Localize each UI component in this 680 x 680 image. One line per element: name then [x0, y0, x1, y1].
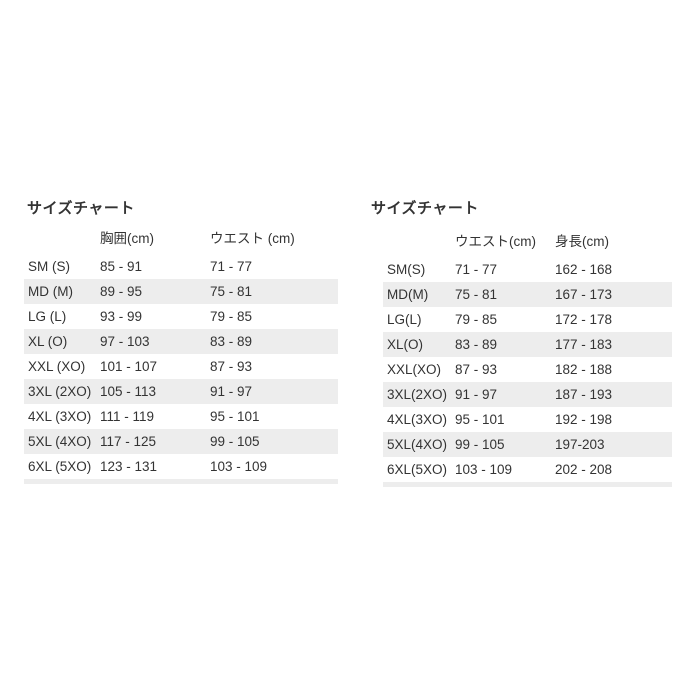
value-cell: 71 - 77 [210, 259, 253, 274]
value-cell: 187 - 193 [555, 387, 613, 402]
size-label-cell: 4XL (3XO) [28, 409, 92, 424]
table-row: 6XL (5XO) 123 - 131 103 - 109 [24, 454, 338, 479]
table-row: 3XL (2XO) 105 - 113 91 - 97 [24, 379, 338, 404]
value-cell: 192 - 198 [555, 412, 613, 427]
size-label-cell: 5XL(4XO) [387, 437, 448, 452]
size-chart-title: サイズチャート [371, 200, 479, 217]
value-cell: 91 - 97 [210, 384, 253, 399]
table-row: XXL(XO) 87 - 93 182 - 188 [383, 357, 672, 382]
table-header-row: 胸囲(cm) ウエスト (cm) [24, 227, 338, 254]
value-cell: 103 - 109 [455, 462, 513, 477]
value-cell: 162 - 168 [555, 262, 613, 277]
size-label-cell: LG(L) [387, 312, 422, 327]
value-cell: 75 - 81 [455, 287, 498, 302]
table-row: 5XL (4XO) 117 - 125 99 - 105 [24, 429, 338, 454]
value-cell: 177 - 183 [555, 337, 613, 352]
table-row: 4XL (3XO) 111 - 119 95 - 101 [24, 404, 338, 429]
size-label-cell: XXL (XO) [28, 359, 86, 374]
value-cell: 87 - 93 [455, 362, 498, 377]
table-row: XL (O) 97 - 103 83 - 89 [24, 329, 338, 354]
value-cell: 71 - 77 [455, 262, 498, 277]
size-label-cell: SM (S) [28, 259, 70, 274]
value-cell: 83 - 89 [455, 337, 498, 352]
header-height-column: 身長(cm) [555, 234, 609, 249]
header-chest-column: 胸囲(cm) [100, 231, 154, 246]
size-label-cell: MD (M) [28, 284, 73, 299]
value-cell: 79 - 85 [210, 309, 253, 324]
size-label-cell: 6XL(5XO) [387, 462, 448, 477]
size-table-waist-height: ウエスト(cm) 身長(cm) SM(S) 71 - 77 162 - 168 MD(… [383, 230, 672, 482]
value-cell: 99 - 105 [210, 434, 260, 449]
value-cell: 93 - 99 [100, 309, 143, 324]
header-size-column [383, 230, 455, 257]
table-row: SM(S) 71 - 77 162 - 168 [383, 257, 672, 282]
table-row: XL(O) 83 - 89 177 - 183 [383, 332, 672, 357]
table-row: 6XL(5XO) 103 - 109 202 - 208 [383, 457, 672, 482]
table-bottom-rule [24, 479, 338, 484]
value-cell: 117 - 125 [100, 434, 157, 449]
size-label-cell: 4XL(3XO) [387, 412, 448, 427]
table-row: XXL (XO) 101 - 107 87 - 93 [24, 354, 338, 379]
value-cell: 95 - 101 [455, 412, 505, 427]
size-label-cell: 6XL (5XO) [28, 459, 92, 474]
value-cell: 89 - 95 [100, 284, 143, 299]
value-cell: 83 - 89 [210, 334, 253, 349]
value-cell: 167 - 173 [555, 287, 613, 302]
value-cell: 123 - 131 [100, 459, 158, 474]
header-waist-column: ウエスト(cm) [455, 234, 536, 249]
table-row: 4XL(3XO) 95 - 101 192 - 198 [383, 407, 672, 432]
value-cell: 202 - 208 [555, 462, 613, 477]
value-cell: 105 - 113 [100, 384, 157, 399]
value-cell: 79 - 85 [455, 312, 498, 327]
size-label-cell: 5XL (4XO) [28, 434, 92, 449]
table-row: SM (S) 85 - 91 71 - 77 [24, 254, 338, 279]
size-chart-right: サイズチャート ウエスト(cm) 身長(cm) SM(S) 71 - 77 162 … [368, 199, 672, 487]
size-label-cell: MD(M) [387, 287, 429, 302]
table-bottom-rule [383, 482, 672, 487]
value-cell: 103 - 109 [210, 459, 268, 474]
value-cell: 95 - 101 [210, 409, 260, 424]
table-row: MD(M) 75 - 81 167 - 173 [383, 282, 672, 307]
value-cell: 91 - 97 [455, 387, 498, 402]
size-label-cell: XL (O) [28, 334, 68, 349]
value-cell: 182 - 188 [555, 362, 613, 377]
size-label-cell: LG (L) [28, 309, 67, 324]
size-table-body: SM (S) 85 - 91 71 - 77 MD (M) 89 - 95 75 - 81… [24, 254, 338, 479]
size-label-cell: 3XL(2XO) [387, 387, 448, 402]
size-label-cell: XL(O) [387, 337, 424, 352]
size-chart-title: サイズチャート [27, 200, 135, 217]
size-table-body: SM(S) 71 - 77 162 - 168 MD(M) 75 - 81 167 - 1… [383, 257, 672, 482]
value-cell: 172 - 178 [555, 312, 613, 327]
header-waist-column: ウエスト (cm) [210, 231, 295, 246]
table-row: 3XL(2XO) 91 - 97 187 - 193 [383, 382, 672, 407]
table-header-row: ウエスト(cm) 身長(cm) [383, 230, 672, 257]
table-row: LG (L) 93 - 99 79 - 85 [24, 304, 338, 329]
table-row: MD (M) 89 - 95 75 - 81 [24, 279, 338, 304]
value-cell: 101 - 107 [100, 359, 158, 374]
value-cell: 111 - 119 [100, 409, 155, 424]
value-cell: 75 - 81 [210, 284, 253, 299]
header-size-column [24, 227, 100, 254]
value-cell: 97 - 103 [100, 334, 150, 349]
size-table-chest-waist: 胸囲(cm) ウエスト (cm) SM (S) 85 - 91 71 - 77 MD … [24, 227, 338, 479]
size-label-cell: XXL(XO) [387, 362, 442, 377]
table-row: 5XL(4XO) 99 - 105 197-203 [383, 432, 672, 457]
table-row: LG(L) 79 - 85 172 - 178 [383, 307, 672, 332]
value-cell: 87 - 93 [210, 359, 253, 374]
value-cell: 197-203 [555, 437, 605, 452]
value-cell: 99 - 105 [455, 437, 505, 452]
size-label-cell: SM(S) [387, 262, 426, 277]
value-cell: 85 - 91 [100, 259, 143, 274]
size-chart-left: サイズチャート 胸囲(cm) ウエスト (cm) SM (S) 85 - 91 71… [24, 199, 338, 484]
size-label-cell: 3XL (2XO) [28, 384, 92, 399]
